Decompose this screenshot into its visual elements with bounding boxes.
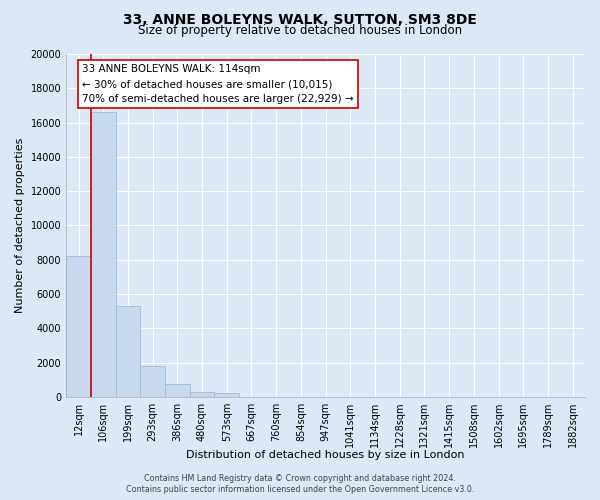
Text: Size of property relative to detached houses in London: Size of property relative to detached ho…: [138, 24, 462, 37]
Bar: [165, 384, 190, 397]
Y-axis label: Number of detached properties: Number of detached properties: [15, 138, 25, 313]
Bar: [214, 394, 239, 397]
Bar: [190, 392, 214, 397]
Bar: [116, 306, 140, 397]
Text: Contains HM Land Registry data © Crown copyright and database right 2024.
Contai: Contains HM Land Registry data © Crown c…: [126, 474, 474, 494]
X-axis label: Distribution of detached houses by size in London: Distribution of detached houses by size …: [187, 450, 465, 460]
Text: 33 ANNE BOLEYNS WALK: 114sqm
← 30% of detached houses are smaller (10,015)
70% o: 33 ANNE BOLEYNS WALK: 114sqm ← 30% of de…: [82, 64, 353, 104]
Text: 33, ANNE BOLEYNS WALK, SUTTON, SM3 8DE: 33, ANNE BOLEYNS WALK, SUTTON, SM3 8DE: [123, 12, 477, 26]
Bar: [91, 112, 116, 397]
Bar: [140, 366, 165, 397]
Bar: [66, 256, 91, 397]
